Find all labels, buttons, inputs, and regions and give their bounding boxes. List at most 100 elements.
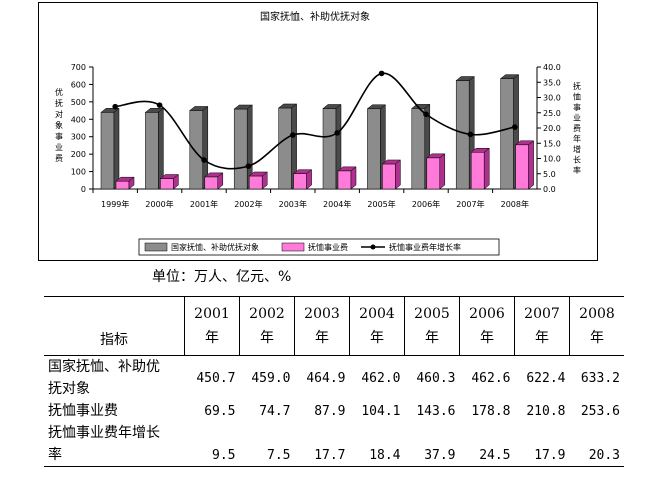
legend-marker-growth — [370, 244, 376, 250]
combo-chart: 国家抚恤、补助优抚对象 0 100 200 300 400 500 600 700 0.0 5.0 1… — [55, 10, 581, 256]
x-tick-label: 2000年 — [145, 199, 173, 209]
bar-youfu — [233, 108, 248, 190]
year-header: 2002 年 — [239, 296, 295, 356]
bar-fuxu — [382, 163, 396, 190]
x-tick-label: 1999年 — [101, 199, 129, 209]
bar-fuxu-side — [128, 176, 135, 190]
left-tick-label: 700 — [71, 63, 86, 72]
legend-box — [138, 238, 500, 256]
year-header: 2008 年 — [569, 296, 624, 356]
bar-youfu — [411, 108, 426, 190]
year-suffix: 年 — [260, 330, 274, 346]
bar-fuxu-side — [217, 172, 224, 190]
right-tick-label: 30.0 — [543, 94, 561, 103]
bar-fuxu — [293, 173, 307, 190]
table-cell: 622.4 — [526, 370, 566, 386]
table-cell: 450.7 — [196, 370, 236, 386]
year-suffix: 年 — [480, 330, 494, 346]
table-cell: 9.5 — [212, 448, 236, 463]
table-cell: 87.9 — [314, 403, 346, 419]
table-cell: 462.0 — [361, 370, 401, 386]
bar-fuxu-side — [483, 147, 490, 190]
unit-note: 单位：万人、亿元、% — [152, 269, 292, 285]
table-cell: 460.3 — [416, 370, 456, 386]
table-cell: 7.5 — [267, 448, 291, 463]
left-axis-label-char: 抚 — [55, 98, 63, 108]
legend-label-youfu: 国家抚恤、补助优抚对象 — [171, 242, 259, 252]
year-suffix: 年 — [205, 330, 219, 346]
growth-rate-point — [156, 102, 163, 108]
left-axis-label-char: 优 — [55, 87, 63, 97]
year-number: 2008 — [579, 306, 615, 322]
bar-fuxu-side — [528, 140, 534, 190]
table-cell: 459.0 — [251, 370, 291, 386]
bar-youfu — [455, 80, 470, 190]
chart-frame: 国家抚恤、补助优抚对象 0 100 200 300 400 500 600 700 0.0 5.0 1… — [38, 2, 598, 261]
x-tick-label: 2008年 — [501, 199, 529, 209]
year-suffix: 年 — [535, 330, 549, 346]
year-number: 2006 — [469, 306, 505, 322]
year-suffix: 年 — [590, 330, 604, 346]
data-table: 指标 2001 年 2002 年 2003 年 2004 年 2005 年 2006 年 2007 年 20… — [44, 296, 624, 467]
growth-rate-point — [112, 103, 118, 110]
bar-fuxu-side — [439, 153, 446, 190]
right-tick-label: 35.0 — [543, 78, 561, 87]
year-header: 2005 年 — [404, 296, 460, 356]
right-tick-label: 5.0 — [543, 170, 556, 179]
table-cell: 104.1 — [361, 403, 401, 419]
table-cell: 210.8 — [526, 403, 566, 419]
bar-youfu — [500, 78, 514, 190]
x-tick-label: 2006年 — [412, 199, 440, 209]
row-label: 抚恤事业费年增长率 — [44, 422, 185, 467]
right-axis-label-char: 率 — [573, 165, 581, 175]
table-cell: 69.5 — [204, 403, 236, 419]
right-tick-label: 40.0 — [543, 63, 561, 72]
table-cell: 18.4 — [369, 448, 401, 463]
table-cell: 462.6 — [471, 370, 511, 386]
table-cell: 37.9 — [424, 448, 456, 463]
legend-swatch-fuxu — [281, 242, 305, 252]
year-header: 2006 年 — [459, 296, 515, 356]
right-axis-label-char: 费 — [573, 123, 581, 133]
legend-swatch-youfu — [144, 242, 168, 252]
row-label-line: 国家抚恤、补助优 — [48, 359, 160, 375]
left-axis-label-char: 事 — [55, 131, 63, 141]
left-tick-label: 600 — [71, 80, 86, 89]
table-header-row: 指标 2001 年 2002 年 2003 年 2004 年 2005 年 2006 年 2007 年 20… — [44, 296, 624, 356]
left-tick-label: 100 — [71, 168, 86, 177]
right-axis-label-char: 长 — [573, 155, 581, 165]
right-tick-label: 25.0 — [543, 109, 561, 118]
right-axis-label-char: 年 — [573, 134, 581, 144]
growth-rate-point — [423, 111, 429, 118]
growth-rate-point — [467, 131, 474, 138]
x-tick-label: 2002年 — [234, 199, 262, 209]
year-number: 2004 — [359, 306, 395, 322]
table-cell: 464.9 — [306, 370, 346, 386]
table-cell: 24.5 — [479, 448, 511, 463]
bar-fuxu-side — [306, 169, 312, 190]
growth-rate-point — [290, 132, 296, 138]
year-suffix: 年 — [370, 330, 384, 346]
left-tick-label: 500 — [71, 98, 86, 107]
table-row: 抚恤事业费 69.5 74.7 87.9 104.1 143.6 178.8 210.8 253… — [44, 400, 624, 422]
year-number: 2005 — [414, 306, 450, 322]
bar-fuxu-side — [395, 159, 401, 190]
x-tick-label: 2001年 — [190, 199, 218, 209]
right-axis-label-char: 恤 — [573, 92, 581, 102]
x-tick-label: 2004年 — [323, 199, 351, 209]
right-axis-label-char: 业 — [573, 113, 581, 123]
indicator-header: 指标 — [100, 332, 128, 348]
bar-fuxu — [515, 144, 529, 190]
bar-youfu — [100, 112, 115, 190]
year-header: 2003 年 — [294, 296, 350, 356]
table-cell: 253.6 — [580, 403, 620, 419]
legend-label-fuxu: 抚恤事业费 — [308, 242, 348, 252]
left-axis-label-char: 业 — [55, 142, 63, 152]
year-number: 2002 — [249, 306, 285, 322]
left-tick-label: 400 — [71, 115, 86, 124]
table-cell: 17.9 — [534, 448, 566, 463]
right-axis-label-char: 事 — [573, 102, 581, 112]
right-tick-label: 20.0 — [543, 124, 561, 133]
year-suffix: 年 — [425, 330, 439, 346]
table-row: 抚恤事业费年增长率 9.5 7.5 17.7 18.4 37.9 24.5 17.9 20.3 — [44, 422, 624, 467]
